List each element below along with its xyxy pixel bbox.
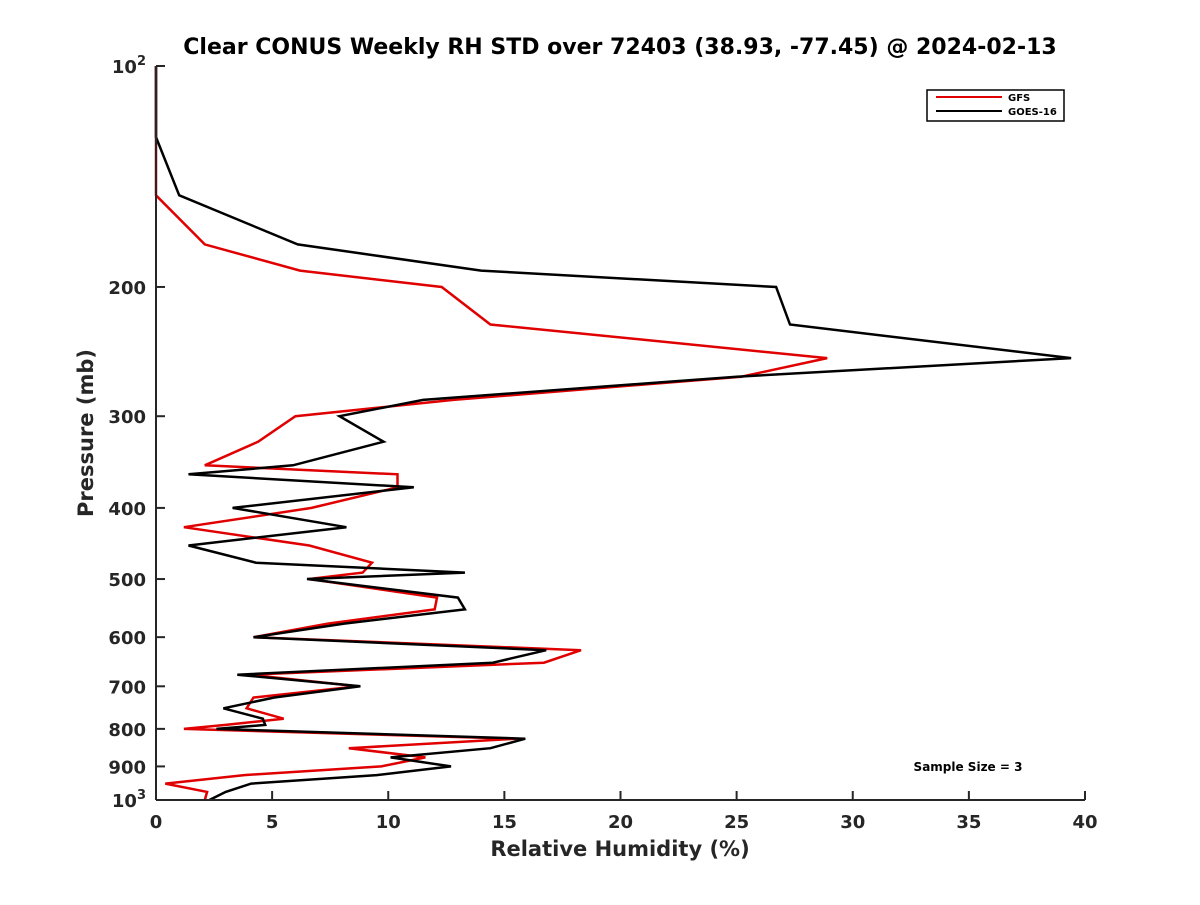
x-tick-label: 30 xyxy=(840,812,865,833)
y-tick-label: 103 xyxy=(112,788,146,812)
plot-area xyxy=(154,66,1072,802)
y-tick-label: 102 xyxy=(112,54,146,78)
axes: 0 5 10 15 20 25 30 35 40 102 200 300 400 500 600 700 800… xyxy=(108,54,1097,833)
chart-title: Clear CONUS Weekly RH STD over 72403 (38… xyxy=(183,35,1056,60)
y-axis-label: Pressure (mb) xyxy=(74,349,98,517)
y-tick-label: 400 xyxy=(108,499,146,520)
y-tick-label: 300 xyxy=(108,407,146,428)
x-tick-label: 15 xyxy=(492,812,517,833)
x-tick-label: 35 xyxy=(956,812,981,833)
series-line-goes16 xyxy=(154,66,1072,802)
sample-size-annotation: Sample Size = 3 xyxy=(914,760,1023,774)
legend: GFS GOES-16 xyxy=(926,89,1065,122)
x-axis-label: Relative Humidity (%) xyxy=(490,837,749,861)
x-tick-label: 10 xyxy=(376,812,401,833)
y-tick-label: 600 xyxy=(108,628,146,649)
x-tick-label: 20 xyxy=(608,812,633,833)
y-tick-label: 900 xyxy=(108,757,146,778)
y-tick-label: 800 xyxy=(108,720,146,741)
legend-label-goes16: GOES-16 xyxy=(1008,107,1057,118)
x-tick-label: 0 xyxy=(150,812,163,833)
x-tick-label: 25 xyxy=(724,812,749,833)
y-tick-label: 200 xyxy=(108,278,146,299)
legend-label-gfs: GFS xyxy=(1008,93,1030,104)
y-tick-label: 500 xyxy=(108,570,146,591)
series-line-gfs xyxy=(154,66,828,801)
legend-box xyxy=(926,89,1065,122)
y-tick-label: 700 xyxy=(108,677,146,698)
x-tick-label: 40 xyxy=(1072,812,1097,833)
x-tick-label: 5 xyxy=(266,812,279,833)
